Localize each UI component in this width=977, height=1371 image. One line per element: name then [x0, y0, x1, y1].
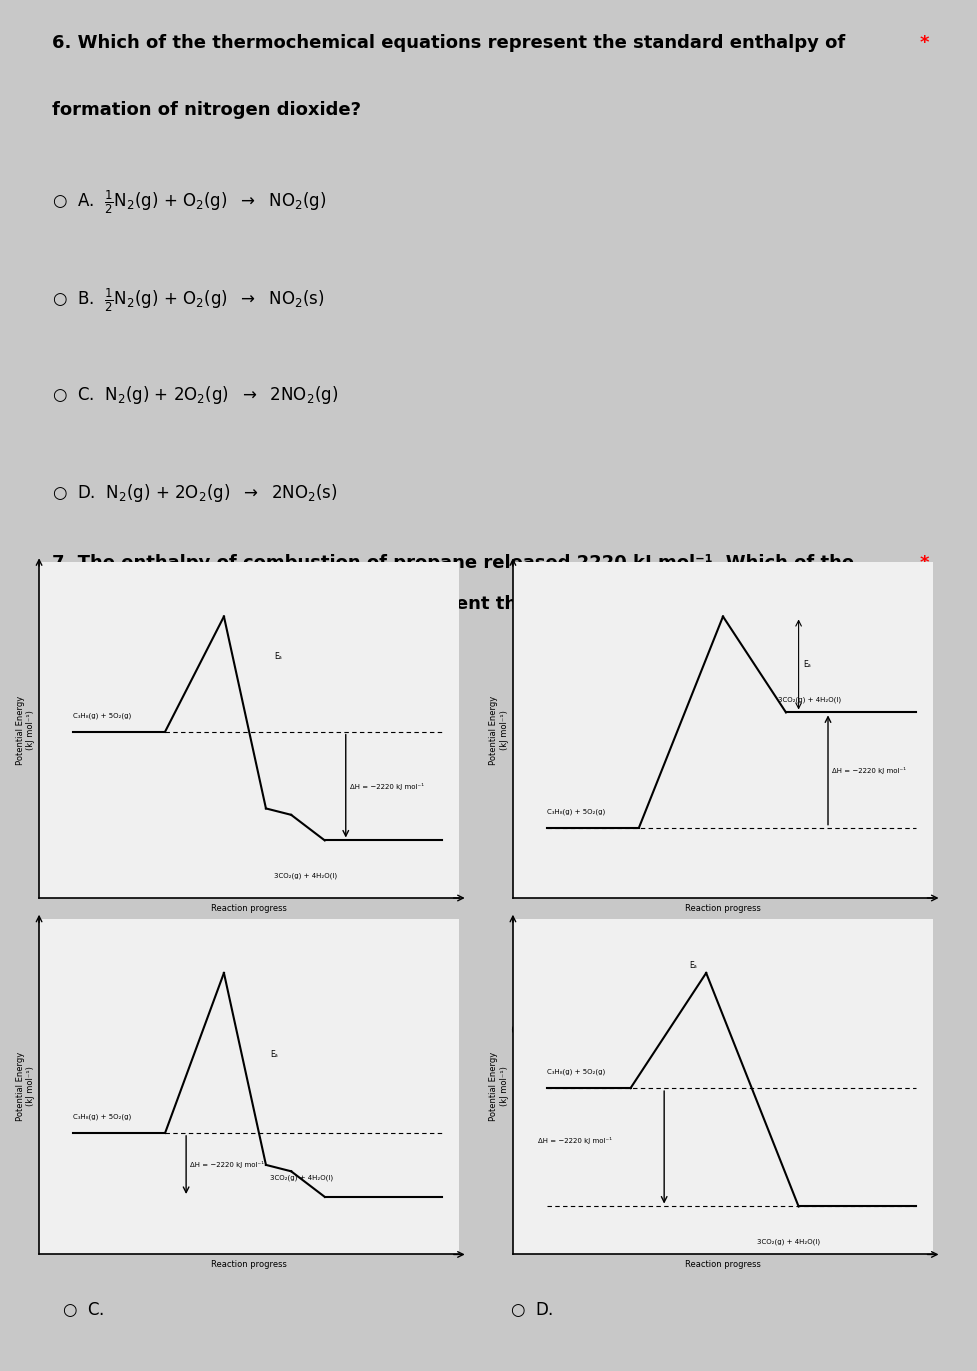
Text: ΔH = −2220 kJ mol⁻¹: ΔH = −2220 kJ mol⁻¹: [191, 1161, 265, 1168]
Text: $\bigcirc$  D.: $\bigcirc$ D.: [510, 1300, 553, 1319]
Text: Eₐ: Eₐ: [690, 961, 698, 969]
Text: ΔH = −2220 kJ mol⁻¹: ΔH = −2220 kJ mol⁻¹: [832, 766, 907, 773]
Text: Eₐ: Eₐ: [270, 1050, 277, 1060]
Text: $\bigcirc$  A.: $\bigcirc$ A.: [62, 1019, 104, 1038]
Text: C₃H₈(g) + 5O₂(g): C₃H₈(g) + 5O₂(g): [546, 1069, 605, 1075]
Text: formation of nitrogen dioxide?: formation of nitrogen dioxide?: [53, 101, 361, 119]
Text: 3CO₂(g) + 4H₂O(l): 3CO₂(g) + 4H₂O(l): [778, 696, 841, 703]
Text: 6. Which of the thermochemical equations represent the standard enthalpy of: 6. Which of the thermochemical equations…: [53, 34, 846, 52]
Text: C₃H₈(g) + 5O₂(g): C₃H₈(g) + 5O₂(g): [72, 713, 131, 718]
Text: ΔH = −2220 kJ mol⁻¹: ΔH = −2220 kJ mol⁻¹: [350, 783, 424, 790]
Text: $\bigcirc$  A.  $\frac{1}{2}$N$_2$(g) + O$_2$(g)  $\rightarrow$  NO$_2$(g): $\bigcirc$ A. $\frac{1}{2}$N$_2$(g) + O$…: [53, 189, 326, 215]
Text: C₃H₈(g) + 5O₂(g): C₃H₈(g) + 5O₂(g): [546, 809, 605, 814]
Y-axis label: Potential Energy
(kJ mol⁻¹): Potential Energy (kJ mol⁻¹): [16, 1052, 35, 1121]
Text: 3CO₂(g) + 4H₂O(l): 3CO₂(g) + 4H₂O(l): [275, 872, 337, 879]
Text: following energy profile diagram represent the enthalpy?: following energy profile diagram represe…: [53, 595, 636, 613]
Text: *: *: [920, 34, 929, 52]
Text: 3CO₂(g) + 4H₂O(l): 3CO₂(g) + 4H₂O(l): [756, 1238, 820, 1245]
Text: *: *: [920, 554, 929, 572]
Text: $\bigcirc$  B.  $\frac{1}{2}$N$_2$(g) + O$_2$(g)  $\rightarrow$  NO$_2$(s): $\bigcirc$ B. $\frac{1}{2}$N$_2$(g) + O$…: [53, 287, 324, 314]
Text: 3CO₂(g) + 4H₂O(l): 3CO₂(g) + 4H₂O(l): [270, 1175, 333, 1180]
Text: C₃H₈(g) + 5O₂(g): C₃H₈(g) + 5O₂(g): [72, 1113, 131, 1120]
Text: Eₐ: Eₐ: [275, 653, 282, 661]
X-axis label: Reaction progress: Reaction progress: [685, 903, 761, 913]
Text: $\bigcirc$  C.  N$_2$(g) + 2O$_2$(g)  $\rightarrow$  2NO$_2$(g): $\bigcirc$ C. N$_2$(g) + 2O$_2$(g) $\rig…: [53, 384, 339, 406]
X-axis label: Reaction progress: Reaction progress: [685, 1260, 761, 1270]
Text: ΔH = −2220 kJ mol⁻¹: ΔH = −2220 kJ mol⁻¹: [538, 1138, 613, 1145]
X-axis label: Reaction progress: Reaction progress: [211, 1260, 287, 1270]
Text: $\bigcirc$  C.: $\bigcirc$ C.: [62, 1300, 104, 1319]
Text: Eₐ: Eₐ: [803, 659, 811, 669]
Y-axis label: Potential Energy
(kJ mol⁻¹): Potential Energy (kJ mol⁻¹): [16, 695, 35, 765]
Y-axis label: Potential Energy
(kJ mol⁻¹): Potential Energy (kJ mol⁻¹): [489, 695, 509, 765]
X-axis label: Reaction progress: Reaction progress: [211, 903, 287, 913]
Y-axis label: Potential Energy
(kJ mol⁻¹): Potential Energy (kJ mol⁻¹): [489, 1052, 509, 1121]
Text: $\bigcirc$  B.: $\bigcirc$ B.: [510, 1019, 552, 1038]
Text: 7. The enthalpy of combustion of propane released 2220 kJ mol⁻¹. Which of the: 7. The enthalpy of combustion of propane…: [53, 554, 855, 572]
Text: $\bigcirc$  D.  N$_2$(g) + 2O$_2$(g)  $\rightarrow$  2NO$_2$(s): $\bigcirc$ D. N$_2$(g) + 2O$_2$(g) $\rig…: [53, 481, 338, 503]
